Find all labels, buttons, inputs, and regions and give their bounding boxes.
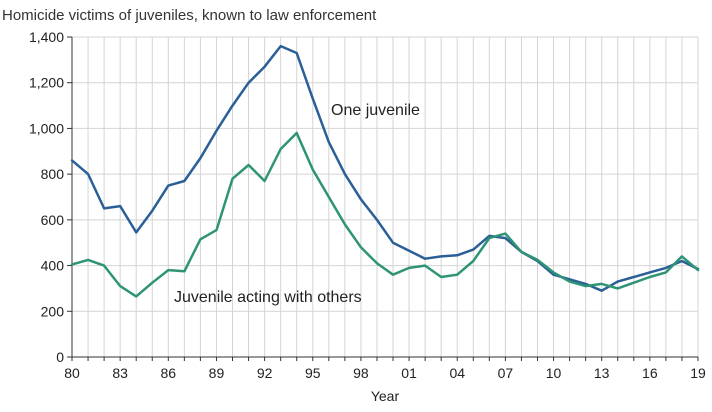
x-tick-label: 95 [305,365,321,381]
series-lines [70,44,700,298]
x-tick-label: 89 [209,365,225,381]
x-tick-label: 07 [498,365,514,381]
y-tick-label: 200 [41,303,65,319]
x-tick-label: 19 [690,365,706,381]
y-tick-label: 1,200 [29,75,64,91]
y-tick-label: 0 [56,349,64,365]
x-tick-label: 98 [353,365,369,381]
x-tick-label: 01 [401,365,417,381]
y-tick-label: 800 [41,166,65,182]
x-tick-label: 92 [257,365,273,381]
series-label-one-juvenile: One juvenile [331,102,420,119]
series-label-juvenile-acting-with-others: Juvenile acting with others [174,289,362,306]
y-tick-label: 1,400 [29,29,64,45]
x-axis-ticks: 80 83 86 89 92 95 98 01 04 07 10 13 16 19 [64,357,706,381]
axes [71,37,698,358]
x-tick-label: 10 [546,365,562,381]
x-tick-label: 83 [112,365,128,381]
y-axis-ticks: 0 200 400 600 800 1,000 1,200 1,400 [29,29,72,365]
x-tick-label: 04 [449,365,465,381]
y-tick-label: 400 [41,258,65,274]
series-line-juvenile-acting-with-others [70,131,700,298]
x-tick-label: 80 [64,365,80,381]
y-tick-label: 1,000 [29,120,64,136]
series-line-one-juvenile [70,44,700,292]
chart-title: Homicide victims of juveniles, known to … [2,7,377,24]
x-axis-title: Year [371,388,400,404]
y-tick-label: 600 [41,212,65,228]
grid-lines [71,36,699,357]
x-tick-label: 13 [594,365,610,381]
x-tick-label: 16 [642,365,658,381]
x-tick-label: 86 [161,365,177,381]
